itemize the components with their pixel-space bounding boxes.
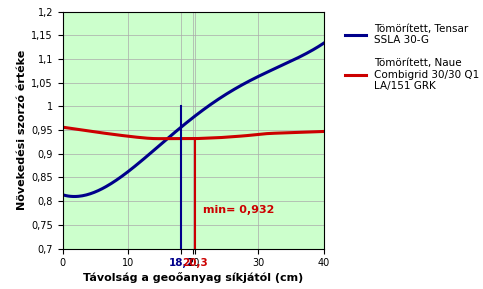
Tömörített, Naue
Combigrid 30/30 Q1
LA/151 GRK — [215, 136, 221, 139]
Tömörített, Naue
Combigrid 30/30 Q1
LA/151 GRK — [60, 125, 66, 129]
Tömörített, Naue
Combigrid 30/30 Q1
LA/151 GRK — [156, 137, 162, 140]
Tömörített, Tensar
SSLA 30-G — [300, 54, 306, 57]
Tömörített, Tensar
SSLA 30-G — [309, 49, 315, 52]
X-axis label: Távolság a geoőanyag síkjától (cm): Távolság a geoőanyag síkjától (cm) — [83, 273, 303, 284]
Tömörített, Naue
Combigrid 30/30 Q1
LA/151 GRK — [220, 136, 226, 139]
Tömörített, Naue
Combigrid 30/30 Q1
LA/151 GRK — [216, 136, 222, 139]
Tömörített, Naue
Combigrid 30/30 Q1
LA/151 GRK — [321, 130, 327, 133]
Y-axis label: Növekedési szorzó értéke: Növekedési szorzó értéke — [17, 50, 27, 210]
Tömörített, Tensar
SSLA 30-G — [131, 166, 137, 169]
Text: min= 0,932: min= 0,932 — [203, 205, 274, 215]
Tömörített, Tensar
SSLA 30-G — [110, 181, 115, 184]
Tömörített, Naue
Combigrid 30/30 Q1
LA/151 GRK — [61, 126, 67, 129]
Line: Tömörített, Tensar
SSLA 30-G: Tömörített, Tensar SSLA 30-G — [63, 43, 324, 197]
Tömörített, Tensar
SSLA 30-G — [71, 195, 77, 198]
Line: Tömörített, Naue
Combigrid 30/30 Q1
LA/151 GRK: Tömörített, Naue Combigrid 30/30 Q1 LA/1… — [63, 127, 324, 139]
Tömörített, Tensar
SSLA 30-G — [77, 194, 83, 198]
Legend: Tömörített, Tensar
SSLA 30-G, Tömörített, Naue
Combigrid 30/30 Q1
LA/151 GRK: Tömörített, Tensar SSLA 30-G, Tömörített… — [341, 20, 483, 95]
Tömörített, Tensar
SSLA 30-G — [321, 42, 327, 45]
Tömörített, Tensar
SSLA 30-G — [60, 193, 66, 197]
Tömörített, Naue
Combigrid 30/30 Q1
LA/151 GRK — [281, 131, 286, 135]
Tömörített, Tensar
SSLA 30-G — [71, 195, 76, 198]
Tömörített, Naue
Combigrid 30/30 Q1
LA/151 GRK — [297, 131, 303, 134]
